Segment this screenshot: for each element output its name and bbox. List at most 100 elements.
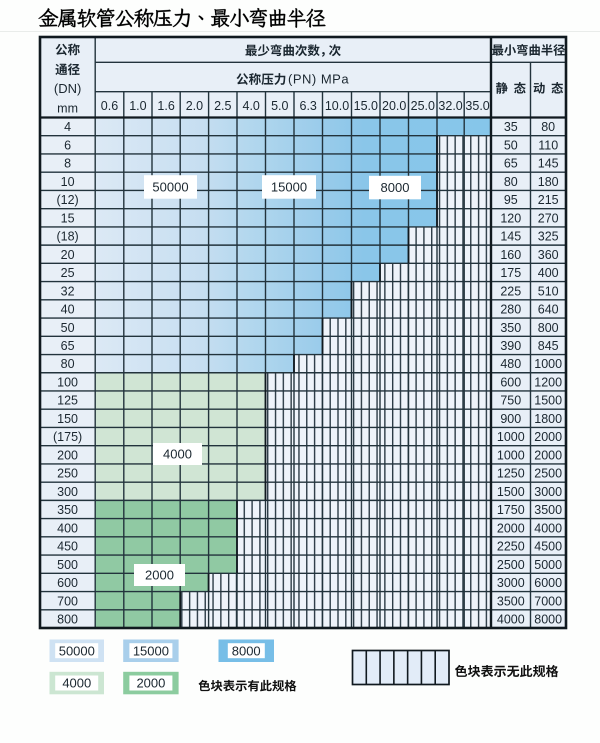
svg-text:4: 4 <box>64 120 71 134</box>
svg-text:32: 32 <box>61 284 75 298</box>
svg-text:20.0: 20.0 <box>382 99 406 113</box>
svg-text:2000: 2000 <box>534 448 562 462</box>
svg-text:4000: 4000 <box>163 447 192 462</box>
svg-text:50000: 50000 <box>59 643 95 658</box>
svg-text:2000: 2000 <box>145 568 174 583</box>
svg-text:8000: 8000 <box>381 180 410 195</box>
svg-text:145: 145 <box>500 230 521 244</box>
svg-text:15.0: 15.0 <box>354 99 378 113</box>
svg-text:6.3: 6.3 <box>300 99 317 113</box>
svg-text:8: 8 <box>64 157 71 171</box>
svg-text:1500: 1500 <box>534 394 562 408</box>
svg-text:120: 120 <box>500 211 521 225</box>
svg-text:300: 300 <box>57 485 78 499</box>
svg-text:15000: 15000 <box>133 643 169 658</box>
svg-text:10.0: 10.0 <box>325 99 349 113</box>
svg-text:(PN) MPa: (PN) MPa <box>288 72 349 87</box>
svg-text:600: 600 <box>500 376 521 390</box>
svg-text:20: 20 <box>61 248 75 262</box>
svg-text:250: 250 <box>57 467 78 481</box>
svg-text:800: 800 <box>57 613 78 627</box>
svg-text:4000: 4000 <box>497 613 525 627</box>
svg-text:225: 225 <box>500 284 521 298</box>
svg-text:4500: 4500 <box>534 540 562 554</box>
svg-text:(DN): (DN) <box>54 81 81 96</box>
svg-text:65: 65 <box>504 157 518 171</box>
svg-text:110: 110 <box>538 138 558 152</box>
svg-text:3000: 3000 <box>497 576 525 590</box>
svg-text:(12): (12) <box>56 193 78 207</box>
svg-text:6000: 6000 <box>534 576 562 590</box>
svg-text:2000: 2000 <box>136 676 165 691</box>
svg-text:50: 50 <box>504 138 518 152</box>
svg-text:600: 600 <box>57 576 78 590</box>
svg-text:35.0: 35.0 <box>465 99 489 113</box>
svg-text:2.0: 2.0 <box>186 99 203 113</box>
svg-text:4.0: 4.0 <box>243 99 260 113</box>
svg-text:25.0: 25.0 <box>411 99 435 113</box>
svg-text:2250: 2250 <box>497 540 525 554</box>
svg-text:15: 15 <box>61 211 75 225</box>
svg-text:3500: 3500 <box>497 594 525 608</box>
svg-text:750: 750 <box>500 394 521 408</box>
svg-text:700: 700 <box>57 594 78 608</box>
svg-text:1500: 1500 <box>497 485 525 499</box>
svg-text:1000: 1000 <box>497 448 525 462</box>
svg-text:480: 480 <box>500 357 521 371</box>
svg-text:25: 25 <box>61 266 75 280</box>
svg-text:270: 270 <box>538 211 559 225</box>
svg-text:390: 390 <box>500 339 521 353</box>
svg-text:32.0: 32.0 <box>438 99 462 113</box>
svg-text:450: 450 <box>57 540 78 554</box>
svg-text:640: 640 <box>538 303 559 317</box>
svg-text:6: 6 <box>64 138 71 152</box>
svg-text:215: 215 <box>538 193 559 207</box>
svg-text:50: 50 <box>61 321 75 335</box>
svg-text:125: 125 <box>57 394 78 408</box>
svg-text:200: 200 <box>57 448 78 462</box>
svg-text:8000: 8000 <box>232 643 261 658</box>
svg-text:80: 80 <box>541 120 555 134</box>
svg-text:80: 80 <box>61 357 75 371</box>
svg-text:3000: 3000 <box>534 485 562 499</box>
svg-text:2000: 2000 <box>534 430 562 444</box>
svg-text:2500: 2500 <box>497 558 525 572</box>
svg-text:40: 40 <box>61 303 75 317</box>
svg-text:0.6: 0.6 <box>101 99 118 113</box>
svg-text:65: 65 <box>61 339 75 353</box>
svg-text:1.6: 1.6 <box>157 99 174 113</box>
svg-text:7000: 7000 <box>534 594 562 608</box>
svg-text:1000: 1000 <box>497 430 525 444</box>
svg-text:10: 10 <box>61 175 75 189</box>
svg-text:4000: 4000 <box>534 521 562 535</box>
svg-text:1.0: 1.0 <box>129 99 146 113</box>
svg-text:845: 845 <box>538 339 559 353</box>
svg-text:(175): (175) <box>53 430 82 444</box>
svg-text:1200: 1200 <box>534 376 562 390</box>
svg-text:500: 500 <box>57 558 78 572</box>
svg-text:8000: 8000 <box>534 613 562 627</box>
svg-text:350: 350 <box>57 503 78 517</box>
svg-text:95: 95 <box>504 193 518 207</box>
svg-text:(18): (18) <box>56 230 78 244</box>
svg-text:15000: 15000 <box>271 180 307 195</box>
svg-text:900: 900 <box>500 412 521 426</box>
svg-text:145: 145 <box>538 157 559 171</box>
svg-text:2500: 2500 <box>534 467 562 481</box>
svg-text:400: 400 <box>57 521 78 535</box>
svg-text:280: 280 <box>500 303 521 317</box>
svg-text:1000: 1000 <box>534 357 562 371</box>
svg-text:1250: 1250 <box>497 467 525 481</box>
svg-text:50000: 50000 <box>152 180 188 195</box>
svg-text:3500: 3500 <box>534 503 562 517</box>
svg-text:175: 175 <box>500 266 521 280</box>
svg-text:4000: 4000 <box>62 676 91 691</box>
svg-text:160: 160 <box>500 248 521 262</box>
svg-text:5.0: 5.0 <box>271 99 288 113</box>
svg-text:180: 180 <box>538 175 559 189</box>
svg-text:mm: mm <box>57 101 78 115</box>
svg-text:2000: 2000 <box>497 521 525 535</box>
svg-text:325: 325 <box>538 230 559 244</box>
svg-text:35: 35 <box>504 120 518 134</box>
svg-text:5000: 5000 <box>534 558 562 572</box>
